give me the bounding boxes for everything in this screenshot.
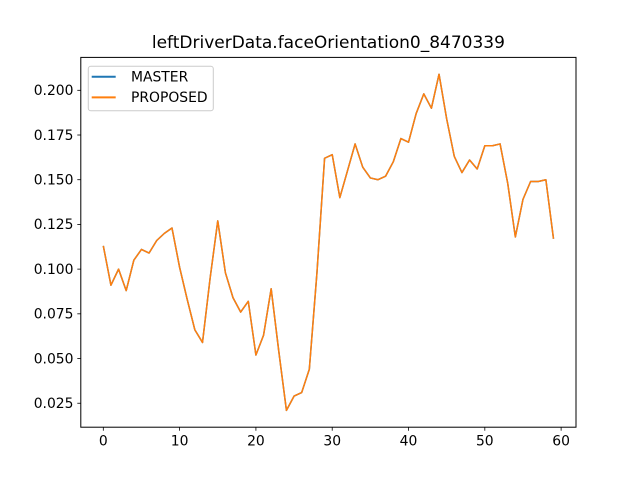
series-line-proposed	[102, 73, 555, 412]
chart-title: leftDriverData.faceOrientation0_8470339	[152, 33, 505, 53]
x-tick-label: 40	[400, 434, 418, 450]
y-tick-label: 0.175	[34, 128, 74, 144]
x-tick-label: 20	[247, 434, 265, 450]
y-tick-label: 0.150	[34, 173, 74, 189]
legend-box	[87, 65, 214, 112]
y-tick-label: 0.125	[34, 217, 74, 233]
y-tick-label: 0.025	[34, 396, 74, 412]
legend-label-master: MASTER	[131, 70, 189, 86]
y-tick-label: 0.075	[34, 307, 74, 323]
y-tick-label: 0.100	[34, 262, 74, 278]
x-tick-label: 60	[552, 434, 570, 450]
x-tick-label: 10	[171, 434, 189, 450]
x-tick-label: 0	[99, 434, 108, 450]
plot-layer: 0 10 20 30 40 50 60 0.025 0.050 0.075 0.100 0.125 0.…	[34, 56, 577, 450]
x-tick-label: 50	[476, 434, 494, 450]
plot-area	[80, 56, 577, 428]
x-tick-label: 30	[323, 434, 341, 450]
y-tick-label: 0.050	[34, 351, 74, 367]
y-tick-label: 0.200	[34, 83, 74, 99]
legend-label-proposed: PROPOSED	[131, 90, 208, 106]
